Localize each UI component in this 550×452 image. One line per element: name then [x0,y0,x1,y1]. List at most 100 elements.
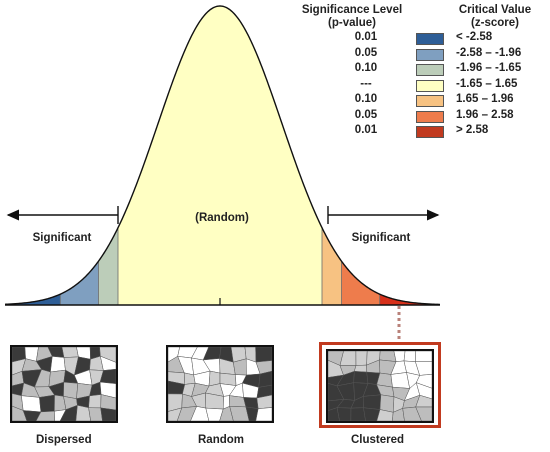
legend-swatch [416,126,444,138]
map-polygon [256,384,272,399]
map-polygon [229,406,250,421]
map-polygon [392,407,405,421]
legend-swatch [416,95,444,107]
map-polygon [245,406,259,421]
map-polygon [54,409,67,421]
map-polygon [22,410,42,421]
legend-row: 0.01 < -2.58 [328,31,550,47]
map-polygon [190,406,210,421]
clustered-map [319,342,441,428]
legend-z-score: 1.96 – 2.58 [456,108,514,121]
legend-swatch [416,79,444,92]
curve-region-boundaries [59,227,381,305]
map-polygon [100,355,116,371]
legend-p-value: 0.01 [354,31,378,43]
map-polygon [99,368,116,384]
bell-curve-outline [4,5,441,306]
map-polygon [39,394,55,413]
map-polygon [255,407,272,421]
map-polygon [403,351,416,362]
legend-row: 0.01 > 2.58 [328,124,550,140]
legend-swatch [416,64,444,76]
map-polygon [415,351,432,362]
map-polygon [255,360,272,375]
map-polygon [99,347,116,363]
map-polygon [21,395,42,413]
curve-region-pos-0-10 [321,227,342,305]
legend-header-significance: Significance Level (p-value) [301,4,403,29]
map-polygon [376,409,394,421]
legend-p-value: 0.10 [354,93,378,105]
map-polygon [336,407,352,421]
map-polygon [402,406,422,421]
legend-row: 0.05 1.96 – 2.58 [328,109,550,125]
map-polygon [353,371,369,384]
legend-row: 0.05 -2.58 – -1.96 [328,47,550,63]
right-significant-label: Significant [352,232,411,244]
curve-region-neg-0-10 [98,227,119,305]
legend-p-value: 0.05 [354,108,378,121]
map-polygon [63,381,79,399]
dispersed-caption: Dispersed [36,434,92,446]
map-polygon [205,407,224,421]
map-polygon [184,372,196,385]
dispersed-map-polygons [12,347,116,421]
clustered-caption: Clustered [351,434,405,446]
legend-z-score: > 2.58 [456,124,489,136]
map-polygon [415,374,432,389]
legend-row: 0.10 -1.96 – -1.65 [328,62,550,78]
map-polygon [355,351,368,366]
map-polygon [328,407,340,421]
legend-p-value: 0.05 [354,46,378,59]
legend-header-critical-value: Critical Value (z-score) [458,4,532,29]
map-polygon [176,406,197,421]
random-label: (Random) [195,212,249,224]
legend-z-score: -1.65 – 1.65 [456,77,518,90]
map-polygon [363,407,381,421]
map-polygon [258,370,272,388]
curve-region-neg-0-05 [60,261,99,305]
map-polygon [219,405,234,421]
left-significant-label: Significant [33,232,92,244]
map-polygon [61,347,79,358]
map-polygon [415,406,432,421]
dispersed-map [10,345,118,423]
legend-p-value: 0.10 [354,62,378,74]
map-polygon [50,356,66,373]
map-polygon [415,382,432,400]
map-polygon [255,347,272,363]
map-polygon [350,407,366,421]
curve-region-pos-0-01 [379,294,440,305]
curve-region-not-significant [118,6,322,305]
legend-swatch [416,33,444,45]
map-polygon [88,394,102,409]
legend-p-value: --- [360,77,372,90]
map-polygon [256,394,272,409]
map-polygon [35,410,55,421]
legend-row: --- -1.65 – 1.65 [328,78,550,94]
random-map [166,345,274,423]
map-polygon [415,361,432,376]
map-polygon [99,381,116,399]
map-polygon [362,394,382,410]
map-polygon [75,404,91,421]
clustered-map-polygons [328,351,432,421]
map-polygon [379,394,395,413]
legend-row: 0.10 1.65 – 1.96 [328,93,550,109]
map-polygon [100,407,116,421]
legend-z-score: -1.96 – -1.65 [456,62,522,74]
legend-z-score: < -2.58 [456,31,493,43]
map-polygon [12,405,28,421]
legend-p-value: 0.01 [354,124,378,136]
legend-z-score: 1.65 – 1.96 [456,93,514,105]
map-polygon [393,351,406,362]
map-polygon [415,394,432,408]
random-map-polygons [168,347,272,421]
map-polygon [59,404,78,421]
random-caption: Random [198,434,244,446]
legend-table: 0.01 < -2.58 0.05 -2.58 – -1.96 0.10 -1.96 – … [328,31,550,140]
legend-swatch [416,48,444,61]
curve-region-neg-0-01 [5,294,61,305]
map-polygon [353,364,367,373]
